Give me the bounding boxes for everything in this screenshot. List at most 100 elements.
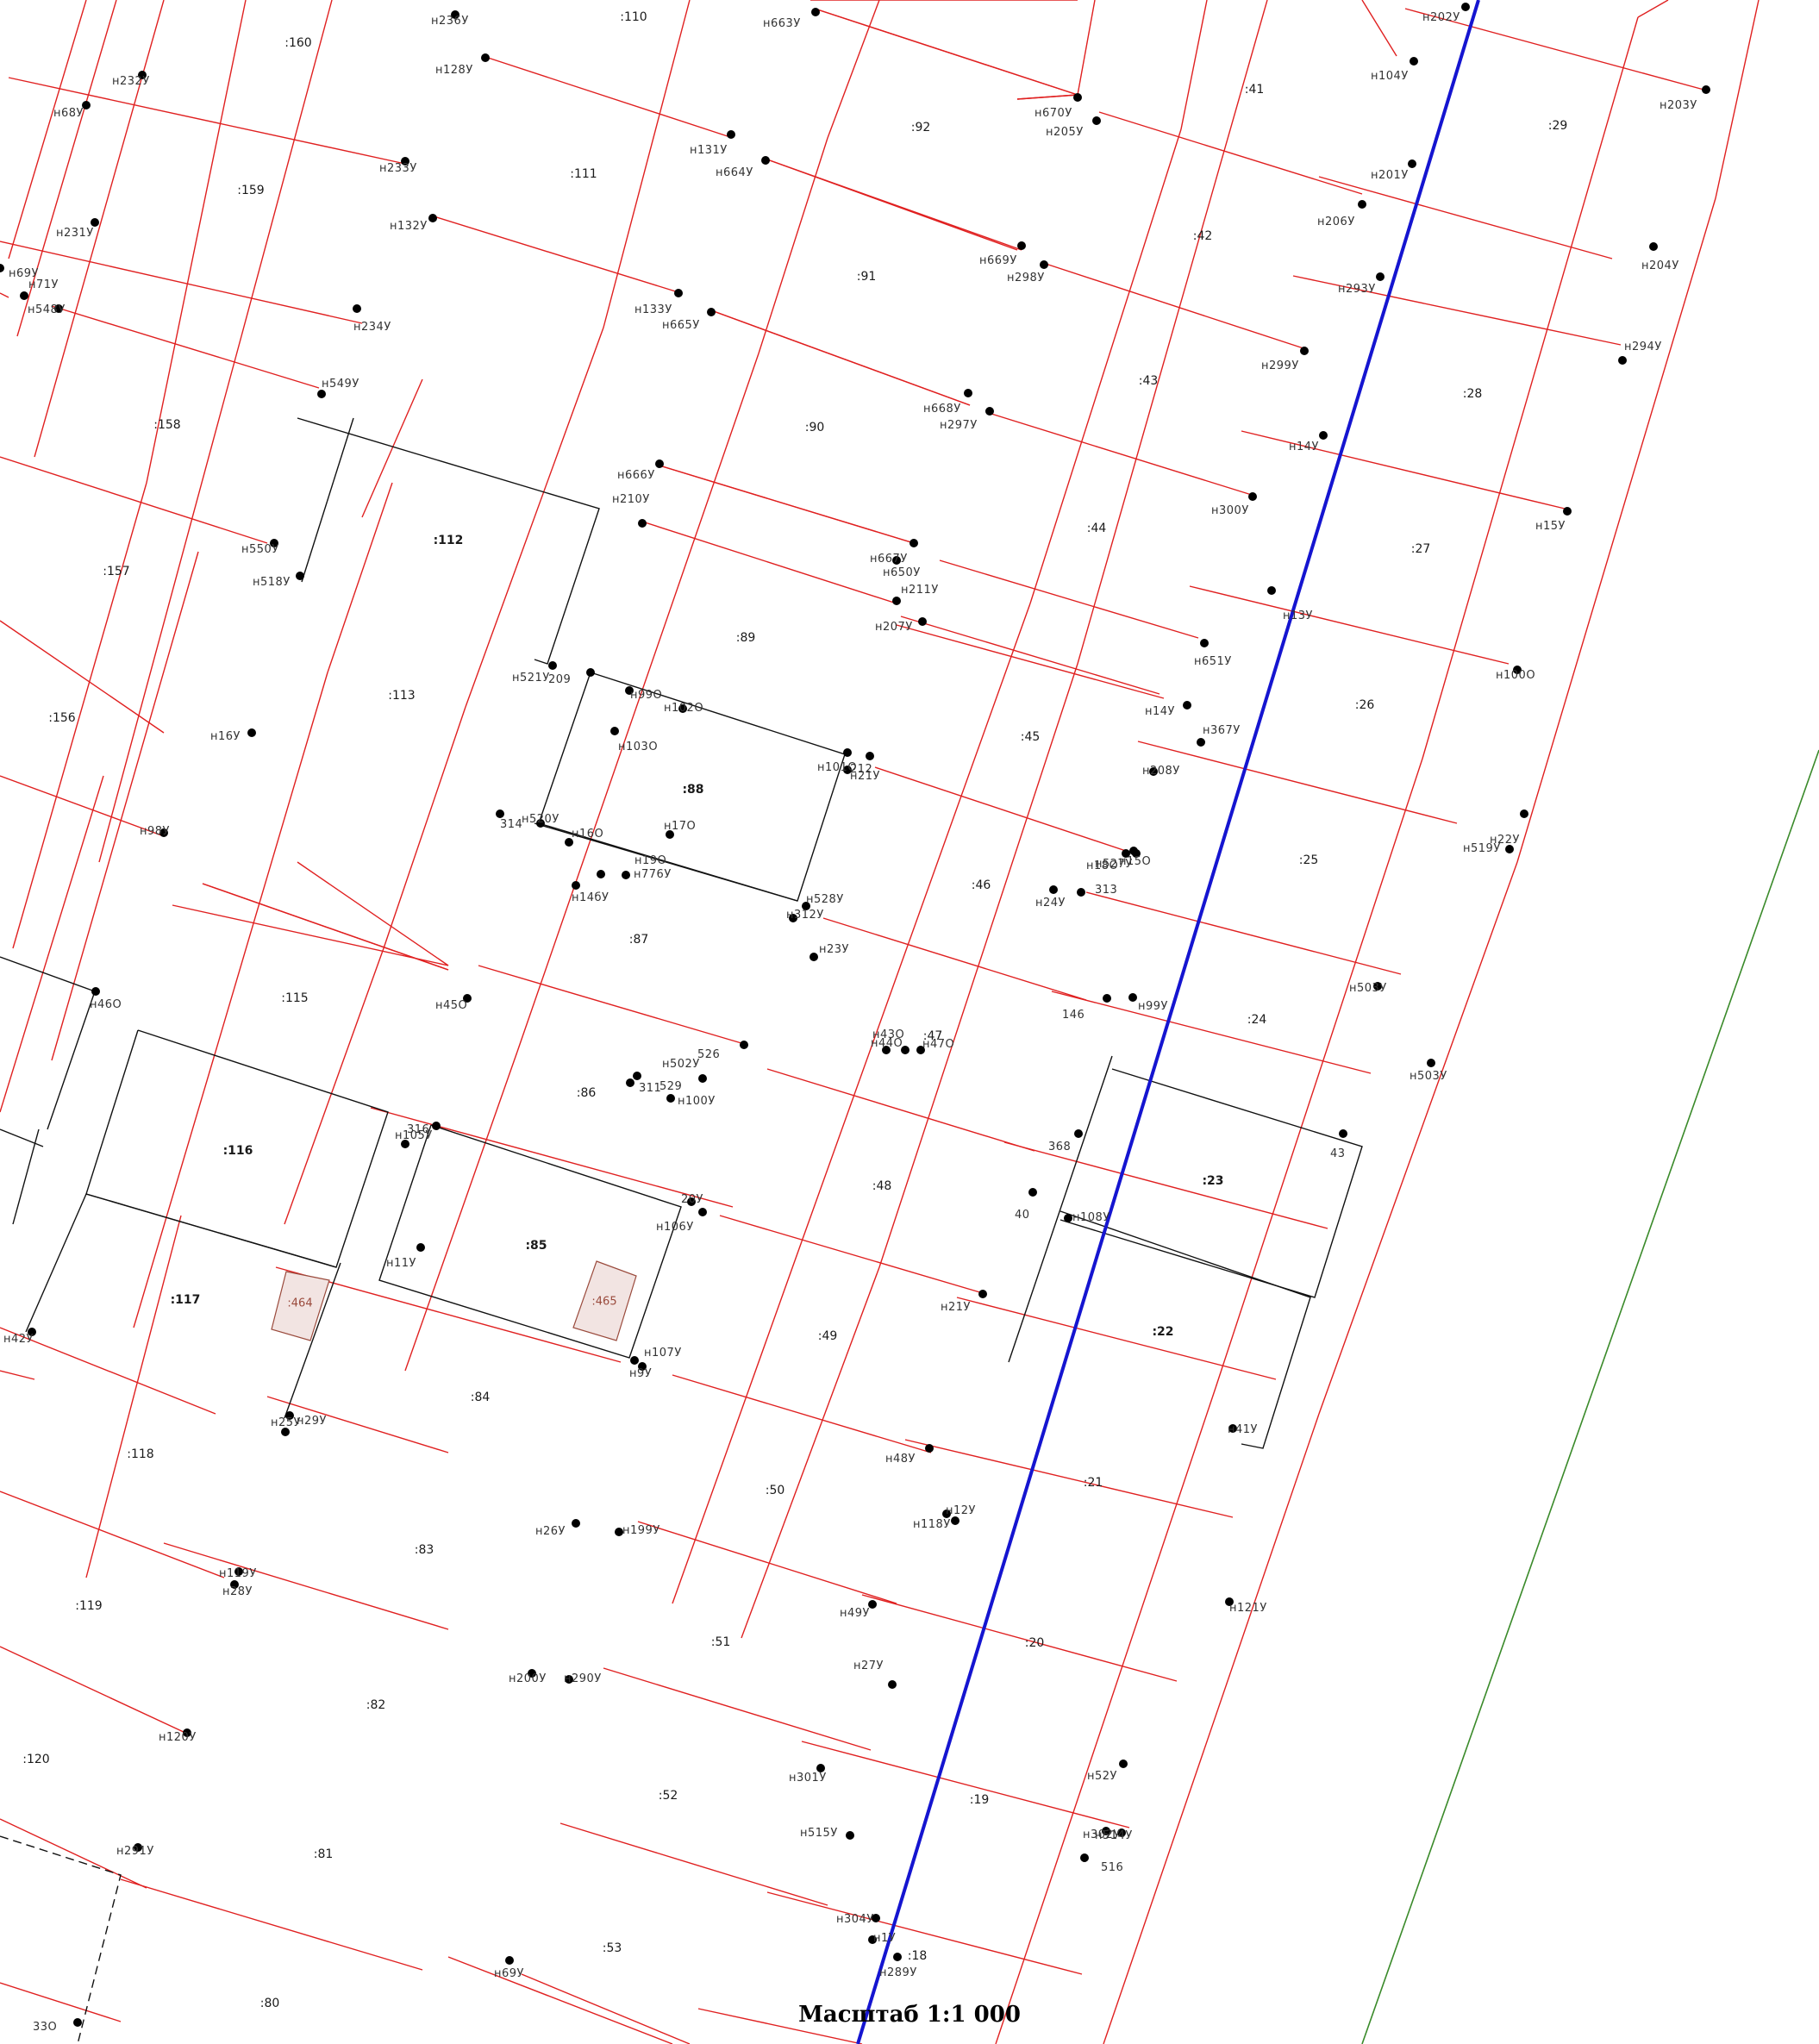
parcel-label: :24 — [1247, 1013, 1267, 1027]
boundary-point-label: н100О — [1496, 669, 1535, 682]
boundary-point — [892, 597, 901, 605]
parcel-boundary-line — [1137, 741, 1458, 824]
boundary-point — [610, 727, 619, 735]
boundary-point-label: н304У — [836, 1913, 874, 1926]
boundary-point-label: н293У — [1338, 283, 1376, 296]
parcel-boundary-line — [0, 1646, 186, 1734]
boundary-point — [82, 101, 91, 109]
boundary-point-label: 316 — [407, 1123, 429, 1136]
boundary-point — [925, 1444, 934, 1453]
boundary-point — [597, 870, 605, 878]
boundary-point-label: н233У — [379, 162, 417, 175]
boundary-point-label: 212 — [850, 763, 872, 776]
boundary-point-label: н52У — [1087, 1770, 1117, 1783]
boundary-point-label: н29У — [297, 1415, 327, 1428]
boundary-point — [1122, 849, 1130, 858]
parcel-boundary-line — [741, 1266, 880, 1639]
boundary-point — [1074, 1129, 1083, 1138]
boundary-point — [536, 819, 545, 828]
boundary-point-label: н291У — [116, 1845, 154, 1858]
parcel-label: :19 — [970, 1793, 990, 1807]
parcel-boundary-line — [1318, 861, 1518, 1415]
boundary-point — [951, 1516, 960, 1525]
parcel-label: :49 — [818, 1329, 838, 1343]
boundary-point — [1225, 1597, 1234, 1606]
boundary-point-label: н519У — [1463, 842, 1501, 855]
boundary-point — [1300, 347, 1309, 355]
parcel-label: :87 — [629, 933, 649, 947]
parcel-boundary-line — [1715, 0, 1760, 199]
boundary-point-label: 209 — [548, 673, 571, 686]
parcel-boundary-line — [202, 883, 449, 971]
boundary-point — [1228, 1424, 1237, 1433]
boundary-point — [1128, 993, 1137, 1002]
parcel-boundary-line — [215, 672, 328, 1053]
boundary-point — [572, 1519, 580, 1528]
parcel-boundary-line — [0, 620, 165, 734]
boundary-point-label: н43О — [872, 1028, 904, 1041]
parcel-boundary-line — [361, 378, 423, 518]
parcel-label: :158 — [153, 418, 180, 432]
boundary-point — [615, 1528, 623, 1536]
boundary-point — [868, 1935, 877, 1944]
boundary-point — [1040, 260, 1048, 269]
parcel-label: :117 — [171, 1293, 201, 1307]
parcel-boundary-line — [266, 1396, 449, 1453]
parcel-boundary-line — [34, 0, 165, 458]
boundary-point — [655, 459, 664, 468]
parcel-label: :22 — [1152, 1325, 1173, 1339]
boundary-point — [1563, 507, 1572, 516]
parcel-label: :113 — [388, 689, 415, 703]
parcel-label: :21 — [1084, 1476, 1103, 1490]
parcel-label: :88 — [682, 783, 703, 797]
boundary-point — [630, 1356, 639, 1365]
parcel-label: :84 — [471, 1391, 491, 1404]
parcel-boundary-line — [1241, 430, 1566, 509]
boundary-point — [247, 728, 256, 737]
parcel-label: :83 — [415, 1543, 434, 1557]
boundary-point-label: 33О — [33, 2021, 57, 2034]
parcel-boundary-line — [641, 521, 897, 604]
boundary-point-label: н520У — [522, 813, 559, 826]
boundary-point — [1117, 1828, 1126, 1837]
parcel-label: :46 — [972, 878, 991, 892]
boundary-point — [54, 304, 63, 313]
boundary-point — [481, 53, 490, 62]
boundary-point-label: н367У — [1203, 724, 1241, 737]
boundary-point-label: н45О — [435, 999, 467, 1012]
parcel-boundary-line — [172, 904, 449, 966]
parcel-label: :85 — [525, 1239, 547, 1253]
boundary-point-label: 40 — [1015, 1209, 1030, 1222]
parcel-label: :26 — [1355, 698, 1375, 712]
parcel-boundary-line — [327, 482, 393, 673]
boundary-point-label: н25У — [271, 1416, 301, 1429]
parcel-boundary-line — [8, 77, 406, 165]
boundary-point-label: н528У — [806, 893, 844, 906]
boundary-point-label: н12У — [946, 1504, 976, 1517]
boundary-point — [918, 617, 927, 626]
boundary-point — [401, 157, 409, 166]
structure-label: :464 — [287, 1297, 312, 1310]
boundary-point — [893, 1953, 902, 1961]
boundary-point-label: н101О — [817, 761, 857, 774]
boundary-point — [138, 71, 147, 79]
parcel-boundary-line — [0, 241, 363, 324]
boundary-point — [317, 390, 326, 398]
boundary-point-label: н100У — [678, 1095, 716, 1108]
block-boundary — [25, 1193, 87, 1333]
parcel-label: :159 — [237, 184, 264, 197]
boundary-point-label: н132У — [390, 220, 428, 233]
parcel-boundary-line — [0, 775, 165, 837]
parcel-boundary-line — [801, 603, 1031, 1242]
boundary-point-label: н236У — [431, 15, 469, 28]
boundary-point — [20, 291, 28, 300]
parcel-boundary-line — [241, 0, 333, 337]
boundary-point-label: н663У — [763, 17, 801, 30]
boundary-point-label: 516 — [1101, 1861, 1123, 1874]
parcel-label: :110 — [620, 10, 647, 24]
parcel-boundary-line — [0, 292, 9, 298]
boundary-point-label: н297У — [940, 419, 978, 432]
parcel-label: :47 — [923, 1029, 943, 1043]
